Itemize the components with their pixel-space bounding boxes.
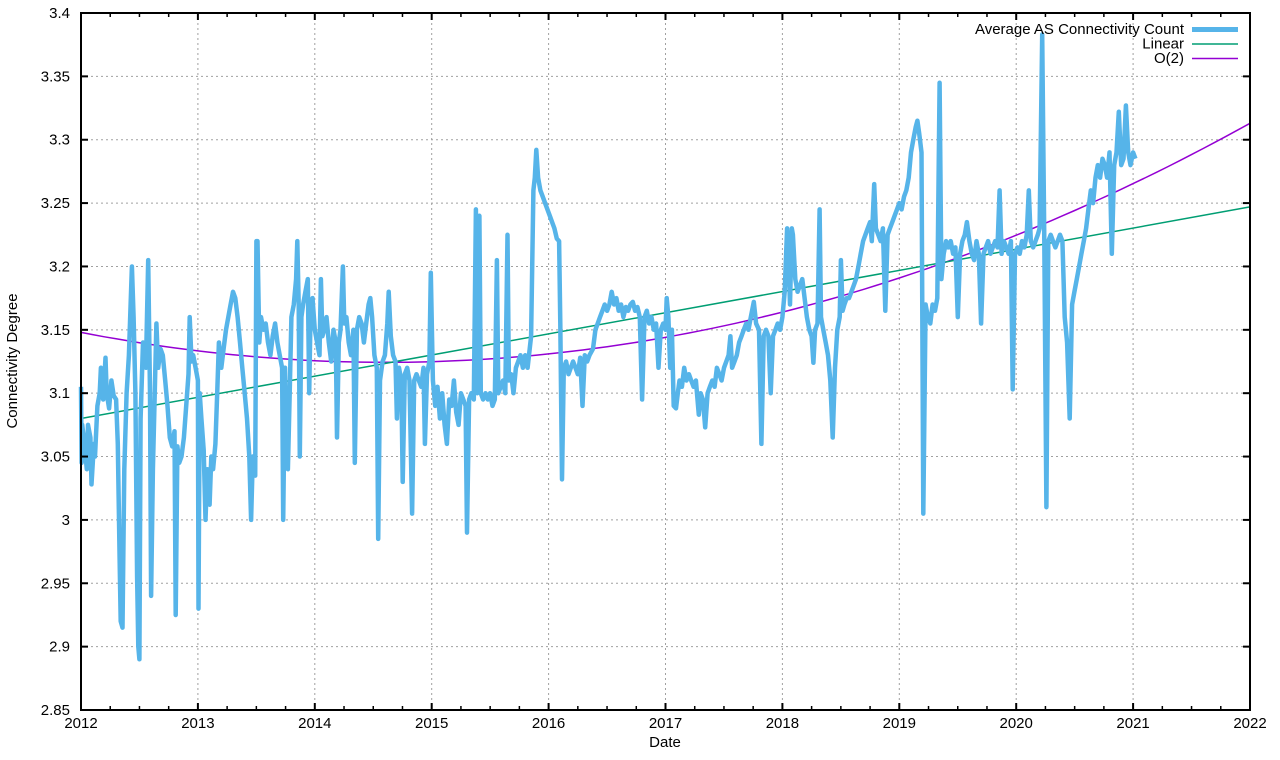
x-tick-label: 2017	[649, 715, 682, 732]
x-tick-label: 2019	[883, 715, 916, 732]
tick-labels-layer: 2012 2013 2014 2015 2016 2017 2018 2019 2020 2021…	[41, 5, 1267, 732]
y-tick-label: 3	[62, 512, 70, 529]
y-tick-label: 2.85	[41, 702, 70, 719]
y-tick-label: 3.3	[49, 132, 70, 149]
y-tick-label: 2.95	[41, 575, 70, 592]
x-tick-label: 2015	[415, 715, 448, 732]
y-tick-label: 2.9	[49, 639, 70, 656]
y-tick-label: 3.2	[49, 258, 70, 275]
y-tick-label: 3.05	[41, 449, 70, 466]
y-tick-label: 3.25	[41, 195, 70, 212]
x-axis-label: Date	[649, 734, 681, 751]
series-layer	[78, 32, 1251, 662]
legend: Average AS Connectivity Count Linear O(2…	[975, 21, 1238, 67]
x-tick-label: 2021	[1116, 715, 1149, 732]
series-average-as-connectivity-count	[78, 32, 1138, 662]
y-tick-label: 3.4	[49, 5, 70, 22]
x-tick-label: 2020	[1000, 715, 1033, 732]
x-tick-label: 2012	[64, 715, 97, 732]
grid-layer	[81, 13, 1250, 710]
y-tick-label: 3.35	[41, 68, 70, 85]
x-tick-label: 2014	[298, 715, 331, 732]
y-axis-label: Connectivity Degree	[4, 293, 21, 428]
x-tick-label: 2022	[1233, 715, 1266, 732]
x-tick-label: 2013	[181, 715, 214, 732]
y-tick-label: 3.1	[49, 385, 70, 402]
x-tick-label: 2018	[766, 715, 799, 732]
x-tick-label: 2016	[532, 715, 565, 732]
plot-border	[80, 12, 1251, 711]
series-o2-fit	[80, 122, 1251, 364]
legend-label-o2: O(2)	[1154, 50, 1184, 67]
legend-label-linear: Linear	[1142, 36, 1184, 53]
y-tick-label: 3.15	[41, 322, 70, 339]
axes-frame-layer	[80, 12, 1251, 711]
legend-label-average-as-connectivity-count: Average AS Connectivity Count	[975, 21, 1185, 38]
